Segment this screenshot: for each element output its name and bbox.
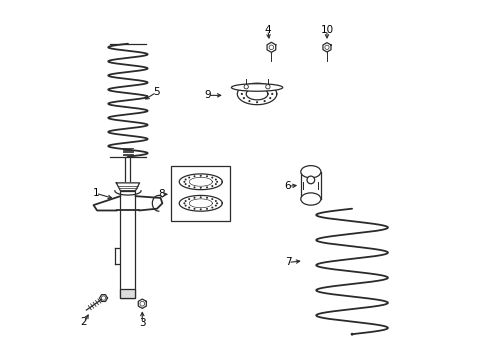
Text: 3: 3 <box>139 319 145 328</box>
Circle shape <box>268 45 273 50</box>
Text: 7: 7 <box>285 257 291 267</box>
Text: 5: 5 <box>153 87 160 97</box>
Circle shape <box>263 86 265 88</box>
Circle shape <box>255 85 258 87</box>
Circle shape <box>211 198 213 200</box>
Bar <box>120 289 135 298</box>
Circle shape <box>199 196 202 198</box>
Circle shape <box>183 181 185 183</box>
Circle shape <box>214 204 216 207</box>
Circle shape <box>188 198 190 200</box>
Circle shape <box>244 85 248 89</box>
Circle shape <box>193 186 195 188</box>
Circle shape <box>199 187 202 189</box>
Circle shape <box>199 208 202 210</box>
Circle shape <box>211 207 213 208</box>
Circle shape <box>205 197 207 199</box>
Circle shape <box>183 202 185 204</box>
Circle shape <box>263 100 265 102</box>
Text: 2: 2 <box>81 318 87 327</box>
Circle shape <box>216 181 218 183</box>
Circle shape <box>205 186 207 188</box>
Circle shape <box>265 85 269 89</box>
Circle shape <box>216 202 218 204</box>
Bar <box>120 191 135 298</box>
Circle shape <box>248 100 250 102</box>
Circle shape <box>306 176 314 184</box>
Circle shape <box>101 296 105 300</box>
Circle shape <box>205 208 207 210</box>
Circle shape <box>268 97 271 99</box>
Text: 8: 8 <box>159 189 165 199</box>
Circle shape <box>188 207 190 208</box>
Text: 4: 4 <box>264 25 270 35</box>
Circle shape <box>214 179 216 180</box>
Circle shape <box>184 204 186 207</box>
Polygon shape <box>116 183 139 191</box>
Circle shape <box>211 176 213 179</box>
Circle shape <box>188 185 190 187</box>
Circle shape <box>214 200 216 202</box>
Circle shape <box>243 89 244 91</box>
Circle shape <box>214 183 216 185</box>
Bar <box>125 157 130 191</box>
Circle shape <box>268 89 271 91</box>
Circle shape <box>140 301 144 306</box>
Ellipse shape <box>300 193 320 205</box>
Circle shape <box>199 175 202 177</box>
Circle shape <box>255 101 258 103</box>
Circle shape <box>193 208 195 210</box>
Circle shape <box>211 185 213 187</box>
Circle shape <box>350 333 353 336</box>
Circle shape <box>324 45 328 49</box>
Circle shape <box>271 93 273 95</box>
Circle shape <box>184 200 186 202</box>
Text: 6: 6 <box>284 181 290 192</box>
Text: 9: 9 <box>204 90 210 100</box>
Text: 1: 1 <box>92 188 99 198</box>
Bar <box>171 166 230 221</box>
Text: 10: 10 <box>320 25 333 35</box>
Circle shape <box>193 175 195 177</box>
Ellipse shape <box>300 166 320 178</box>
Circle shape <box>193 197 195 199</box>
Circle shape <box>240 93 243 95</box>
Circle shape <box>188 176 190 179</box>
Circle shape <box>184 179 186 180</box>
Circle shape <box>184 183 186 185</box>
Circle shape <box>205 175 207 177</box>
Circle shape <box>243 97 244 99</box>
Ellipse shape <box>189 178 211 186</box>
Ellipse shape <box>231 84 282 91</box>
Circle shape <box>248 86 250 88</box>
Ellipse shape <box>189 199 211 207</box>
